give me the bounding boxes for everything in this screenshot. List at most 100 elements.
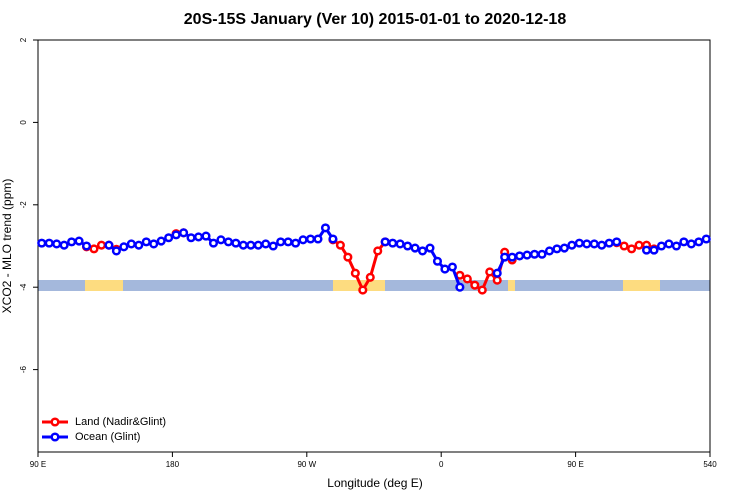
data-point [686, 239, 696, 249]
data-point [432, 256, 443, 266]
chart-title: 20S-15S January (Ver 10) 2015-01-01 to 2… [184, 11, 567, 28]
data-point [164, 233, 174, 243]
data-point [179, 228, 189, 238]
data-point [149, 239, 159, 249]
data-point [470, 280, 480, 290]
data-point [619, 241, 629, 251]
data-point [298, 235, 308, 245]
data-point [388, 238, 398, 248]
x-axis-label: Longitude (deg E) [327, 476, 422, 490]
x-tick-label: 540 [703, 460, 717, 469]
data-point [216, 235, 226, 245]
data-point [171, 230, 181, 240]
data-point [238, 240, 248, 250]
data-point [395, 239, 405, 249]
data-point [246, 240, 256, 250]
data-point [111, 246, 121, 256]
data-point [328, 234, 338, 244]
data-point [291, 238, 301, 248]
data-point [81, 241, 92, 251]
data-point [701, 234, 711, 244]
data-point [268, 241, 278, 251]
land-strip [623, 280, 660, 291]
data-point [679, 237, 689, 247]
data-point [223, 237, 233, 247]
data-point [552, 244, 562, 254]
data-point [141, 237, 151, 247]
plot-frame [37, 39, 711, 453]
data-point [417, 246, 428, 256]
data-point [119, 242, 129, 252]
data-point [627, 244, 637, 254]
data-point [529, 249, 540, 259]
data-point [313, 234, 323, 244]
data-point [305, 234, 316, 244]
data-point [694, 237, 704, 247]
data-point [522, 250, 532, 260]
data-point [537, 249, 547, 259]
data-point [37, 238, 47, 248]
data-point [253, 240, 263, 250]
data-point [380, 237, 390, 247]
data-point [156, 236, 166, 246]
data-point [335, 240, 345, 250]
data-point [597, 240, 607, 250]
data-point [74, 236, 84, 246]
data-point [208, 238, 219, 248]
data-point [358, 285, 368, 295]
data-point [186, 233, 196, 243]
legend-label: Ocean (Glint) [75, 431, 140, 443]
land-strip [85, 280, 123, 291]
data-point [261, 239, 271, 249]
x-tick-label: 90 E [30, 460, 46, 469]
data-point [59, 240, 69, 250]
data-point [671, 241, 681, 251]
legend-label: Land (Nadir&Glint) [75, 416, 166, 428]
data-point [134, 240, 144, 250]
data-point [440, 264, 450, 274]
data-point [664, 239, 674, 249]
data-point [425, 243, 435, 253]
data-point [612, 237, 622, 247]
y-axis-label: XCO2 - MLO trend (ppm) [0, 179, 14, 314]
data-point [582, 239, 592, 249]
y-tick-label: -4 [19, 283, 28, 291]
y-tick-label: -6 [19, 365, 28, 373]
data-point [634, 240, 644, 250]
data-point [544, 246, 555, 256]
x-tick-label: 90 E [567, 460, 583, 469]
data-point [485, 267, 495, 277]
data-point [373, 246, 383, 256]
data-point [126, 239, 136, 249]
legend-marker [50, 417, 60, 427]
data-point [343, 252, 353, 262]
data-point [641, 245, 652, 255]
data-point [350, 268, 360, 278]
data-point [507, 252, 517, 262]
data-point [193, 232, 204, 242]
data-point [276, 237, 286, 247]
data-point [201, 231, 211, 241]
data-point [410, 243, 420, 253]
data-point [515, 251, 525, 261]
x-tick-label: 0 [439, 460, 444, 469]
legend-marker [50, 432, 60, 442]
surface-strip [38, 280, 710, 291]
data-point [492, 268, 502, 278]
data-point [500, 252, 510, 262]
data-point [447, 262, 457, 272]
data-point [492, 275, 502, 285]
data-point [567, 240, 577, 250]
y-tick-label: -2 [19, 201, 28, 209]
data-point [455, 282, 465, 292]
data-point [44, 238, 54, 248]
data-point [320, 223, 331, 233]
data-point [589, 239, 599, 249]
y-tick-label: 0 [19, 120, 28, 125]
data-point [649, 245, 659, 255]
data-point [89, 244, 99, 254]
data-point [559, 243, 569, 253]
data-point [403, 241, 413, 251]
data-point [365, 272, 375, 282]
